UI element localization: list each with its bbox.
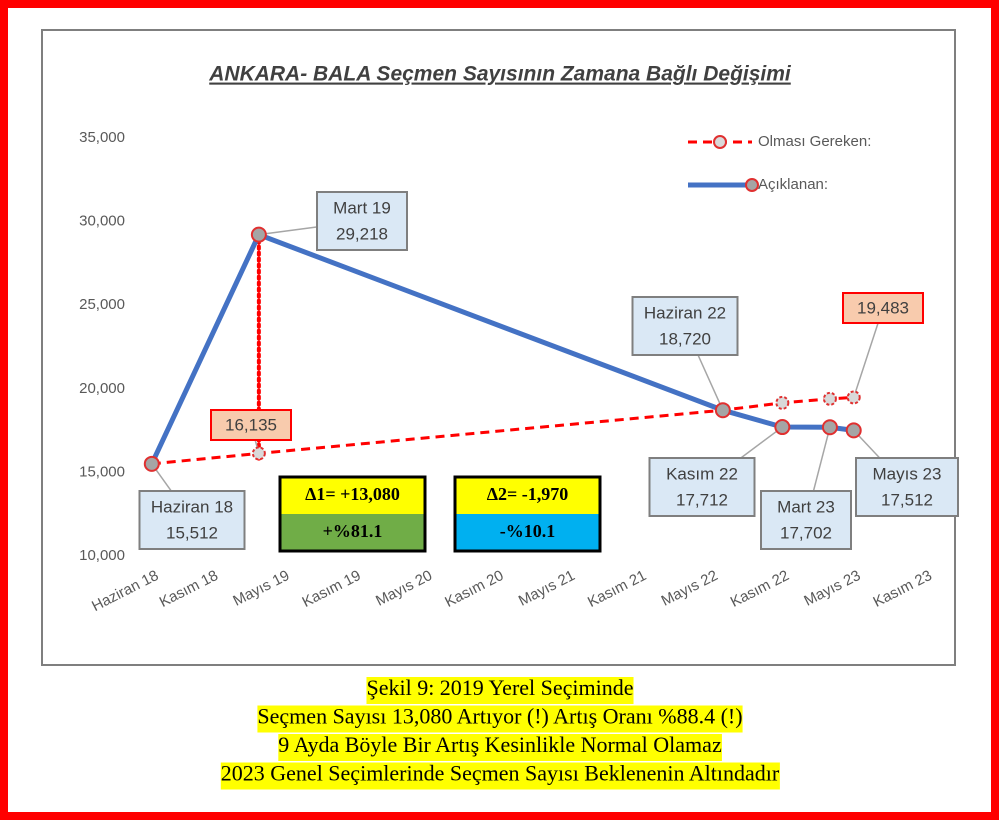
data-label: 18,720 [659, 329, 711, 348]
callout-box [648, 457, 756, 517]
callout-date: Haziran 18 [151, 497, 233, 516]
callout-date: Mayıs 23 [873, 464, 942, 483]
data-label: 16,135 [225, 415, 277, 434]
callout-box [760, 490, 852, 550]
callout-date: Mart 23 [777, 497, 835, 516]
data-label: 19,483 [857, 298, 909, 317]
delta-subtext: +%81.1 [323, 521, 383, 541]
delta-bottom [455, 514, 600, 551]
callout-box [842, 292, 924, 324]
marker [775, 395, 790, 410]
delta-subtext: -%10.1 [500, 521, 556, 541]
legend-label: Olması Gereken: [758, 133, 871, 150]
series-line [151, 395, 854, 466]
delta-bottom [280, 514, 425, 551]
y-tick-label: 15,000 [79, 463, 125, 480]
delta-text: Δ1= +13,080 [305, 484, 400, 504]
callout-box [138, 490, 246, 550]
y-tick-label: 20,000 [79, 380, 125, 397]
delta-top [280, 477, 425, 514]
delta-top [455, 477, 600, 514]
delta-box: Δ2= -1,970 -%10.1 [453, 475, 602, 553]
y-tick-label: 35,000 [79, 129, 125, 146]
y-tick-label: 10,000 [79, 547, 125, 564]
chart-title: ANKARA- BALA Seçmen Sayısının Zamana Bağ… [208, 63, 792, 86]
delta-border [453, 475, 602, 553]
caption-highlight [220, 762, 780, 790]
caption-highlight [257, 705, 743, 733]
data-label: 29,218 [336, 224, 388, 243]
marker [250, 226, 267, 243]
caption-highlight [278, 734, 722, 761]
callout-date: Haziran 22 [644, 303, 726, 322]
caption-line: Seçmen Sayısı 13,080 Artıyor (!) Artış O… [257, 704, 742, 729]
marker [143, 455, 160, 472]
delta-border [278, 475, 427, 553]
caption-line: Şekil 9: 2019 Yerel Seçiminde [366, 675, 633, 700]
marker [774, 419, 791, 436]
data-label: 17,512 [881, 490, 933, 509]
legend-label: Açıklanan: [758, 176, 828, 193]
marker [846, 390, 861, 405]
y-tick-label: 30,000 [79, 213, 125, 230]
marker [714, 402, 731, 419]
marker [821, 419, 838, 436]
caption-line: 9 Ayda Böyle Bir Artış Kesinlikle Normal… [278, 732, 722, 757]
delta-box: Δ1= +13,080 +%81.1 [278, 475, 427, 553]
callout-box [855, 457, 959, 517]
marker [251, 446, 266, 461]
marker [845, 422, 862, 439]
data-label: 17,712 [676, 490, 728, 509]
y-tick-label: 25,000 [79, 296, 125, 313]
callout-date: Kasım 22 [666, 464, 738, 483]
data-label: 15,512 [166, 523, 218, 542]
callout-box [210, 409, 292, 441]
legend-marker [745, 178, 759, 192]
caption-highlight [366, 677, 634, 704]
marker [822, 391, 837, 406]
caption-line: 2023 Genel Seçimlerinde Seçmen Sayısı Be… [221, 761, 780, 786]
chart-frame [41, 29, 956, 666]
legend-marker [713, 135, 727, 149]
callout-date: Mart 19 [333, 198, 391, 217]
callout-box [631, 296, 739, 356]
delta-text: Δ2= -1,970 [487, 484, 569, 504]
callout-box [316, 191, 408, 251]
data-label: 17,702 [780, 523, 832, 542]
